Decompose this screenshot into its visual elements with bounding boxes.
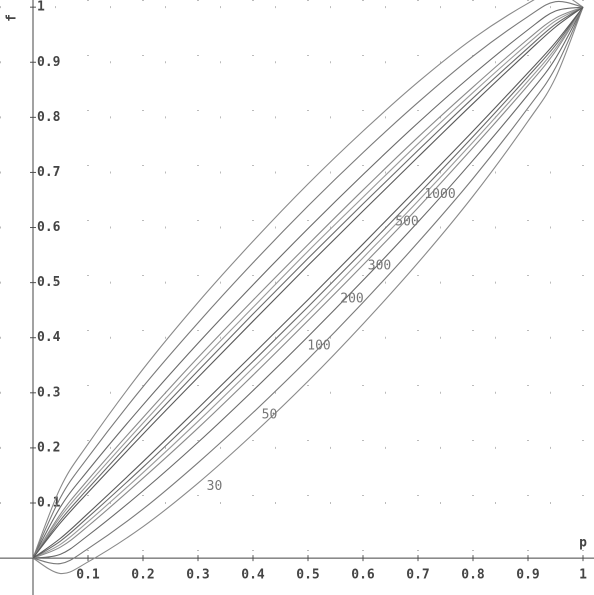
y-axis-label: f (5, 14, 20, 22)
x-tick-label: 0.5 (296, 568, 319, 583)
curve-label: 200 (340, 292, 363, 307)
band-line (32, 6, 584, 559)
y-tick-label: 0.9 (37, 55, 60, 70)
band-line (32, 6, 584, 565)
band-line (32, 6, 584, 559)
curve-label: 50 (262, 407, 278, 422)
y-tick-label: 0.3 (37, 385, 60, 400)
x-tick-label: 0.7 (406, 568, 429, 583)
x-tick-label: 0.9 (516, 568, 539, 583)
y-tick-label: 0.8 (37, 110, 61, 125)
x-tick-label: 0.8 (461, 568, 485, 583)
curve-label: 30 (207, 479, 223, 494)
y-tick-label: 0.6 (37, 220, 61, 235)
curve-label: 500 (395, 215, 418, 230)
y-tick-label: 0.5 (37, 275, 60, 290)
x-tick-label: 0.3 (186, 568, 209, 583)
curve-label: 300 (368, 259, 391, 274)
curve-label: 100 (307, 338, 330, 353)
x-tick-label: 0.4 (241, 568, 265, 583)
y-tick-label: 0.7 (37, 165, 60, 180)
band-line (32, 6, 584, 559)
band-line (32, 6, 584, 559)
band-line (32, 6, 584, 559)
x-tick-label: 0.2 (131, 568, 154, 583)
band-line (32, 6, 584, 559)
y-tick-label: 0.4 (37, 330, 61, 345)
y-tick-label: 0.1 (37, 495, 61, 510)
band-line (32, 0, 584, 559)
y-tick-label: 1 (37, 0, 45, 15)
x-tick-label: 0.6 (351, 568, 375, 583)
band-line (32, 6, 584, 559)
band-line (32, 6, 584, 575)
band-line (32, 6, 584, 559)
x-axis-label: p (579, 536, 587, 551)
y-tick-label: 0.2 (37, 440, 60, 455)
curve-label: 1000 (424, 187, 455, 202)
x-tick-label: 0.1 (76, 568, 100, 583)
band-line (32, 6, 584, 559)
band-line (32, 6, 584, 559)
band-line (32, 0, 584, 559)
x-tick-label: 1 (579, 568, 587, 583)
